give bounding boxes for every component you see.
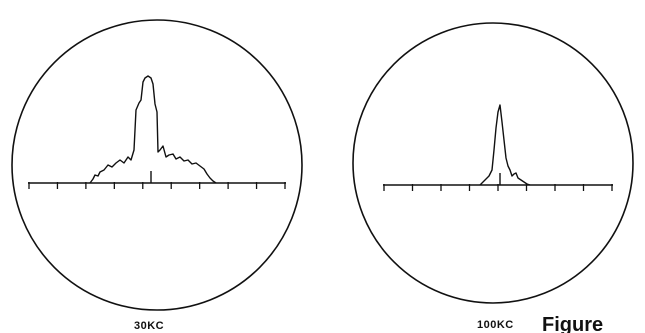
scope-screen-30kc: [11, 19, 303, 311]
baseline-ticks-100kc: [383, 184, 613, 191]
scope-screen-100kc: [352, 22, 634, 304]
baseline-ticks-30kc: [28, 182, 286, 189]
spectrum-trace-100kc: [479, 104, 531, 186]
scope-panel-100kc: 100KC: [352, 22, 634, 331]
figure-caption: Figure: [542, 314, 603, 333]
scope-label-100kc: 100KC: [477, 319, 514, 331]
spectrum-trace-30kc: [89, 75, 217, 184]
scope-panel-30kc: 30KC: [11, 19, 303, 332]
scope-label-30kc: 30KC: [134, 320, 164, 332]
